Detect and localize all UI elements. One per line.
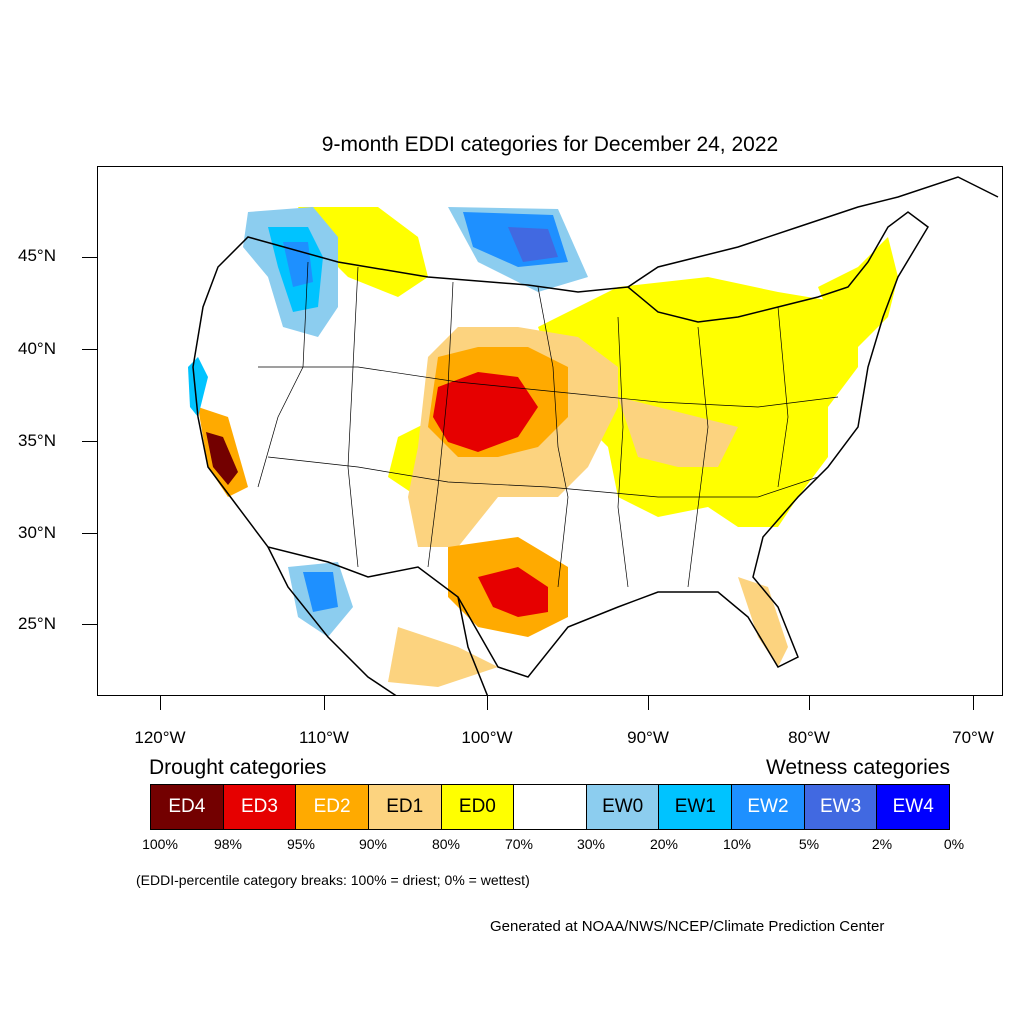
lat-tick <box>82 349 97 350</box>
lon-tick <box>648 696 649 710</box>
drought-categories-heading: Drought categories <box>149 756 327 779</box>
fill-ed1-east <box>618 397 738 467</box>
lon-tick <box>809 696 810 710</box>
lon-label-110: 110°W <box>299 728 349 747</box>
state-lines <box>257 261 839 588</box>
legend-swatch-ed4: ED4 <box>151 785 224 829</box>
wetness-categories-heading: Wetness categories <box>765 756 950 779</box>
canada-border-east <box>627 176 999 288</box>
drought-map <box>97 166 1003 696</box>
fill-ed3-nebraska <box>433 372 538 452</box>
us-outline <box>192 211 929 678</box>
lat-label-25: 25°N <box>18 614 56 633</box>
fill-ew-coast <box>188 357 208 417</box>
fill-ed1-south <box>388 627 498 687</box>
lon-tick <box>973 696 974 710</box>
boundary-lines <box>192 176 999 695</box>
lat-label-45: 45°N <box>18 246 56 265</box>
percentile-label: 20% <box>649 836 679 852</box>
category-legend-bar: ED4 ED3 ED2 ED1 ED0 EW0 EW1 EW2 EW3 EW4 <box>150 784 950 830</box>
map-title: 9-month EDDI categories for December 24,… <box>321 133 779 156</box>
legend-swatch-ew1: EW1 <box>659 785 733 829</box>
percentile-label: 30% <box>576 836 606 852</box>
lat-label-35: 35°N <box>18 431 56 450</box>
lat-tick <box>82 533 97 534</box>
lat-tick <box>82 257 97 258</box>
lon-tick <box>324 696 325 710</box>
percentile-label: 70% <box>504 836 534 852</box>
lon-label-90: 90°W <box>627 728 669 747</box>
percentile-label: 0% <box>943 836 965 852</box>
legend-swatch-ew3: EW3 <box>804 785 878 829</box>
lat-tick <box>82 441 97 442</box>
lon-label-100: 100°W <box>461 728 513 747</box>
lon-label-70: 70°W <box>952 728 994 747</box>
percentile-label: 100% <box>142 836 178 852</box>
lat-label-30: 30°N <box>18 523 56 542</box>
percentile-label: 10% <box>722 836 752 852</box>
percentile-label: 95% <box>286 836 316 852</box>
fill-ed0-east <box>538 277 858 527</box>
percentile-label: 80% <box>431 836 461 852</box>
legend-swatch-ew2: EW2 <box>732 785 805 829</box>
fill-ew3-minn <box>508 227 558 262</box>
lon-label-120: 120°W <box>134 728 186 747</box>
legend-swatch-ew4: EW4 <box>877 785 950 829</box>
fill-ed3-texas <box>478 567 548 617</box>
lon-tick <box>160 696 161 710</box>
percentile-label: 2% <box>871 836 893 852</box>
percentile-label: 98% <box>213 836 243 852</box>
legend-swatch-ew0: EW0 <box>586 785 660 829</box>
fill-ew2-az <box>303 572 338 612</box>
legend-swatch-normal <box>514 785 587 829</box>
fill-ed0-northeast <box>818 237 898 347</box>
percentile-label: 5% <box>798 836 820 852</box>
legend-swatch-ed2: ED2 <box>296 785 369 829</box>
category-breaks-footnote: (EDDI-percentile category breaks: 100% =… <box>136 872 530 888</box>
lat-label-40: 40°N <box>18 339 56 358</box>
legend-swatch-ed1: ED1 <box>368 785 442 829</box>
source-credit: Generated at NOAA/NWS/NCEP/Climate Predi… <box>490 918 885 935</box>
fill-ed0-florida <box>738 577 788 667</box>
mexico-outline <box>267 546 489 695</box>
lat-tick <box>82 624 97 625</box>
map-svg <box>188 176 999 695</box>
percentile-label: 90% <box>358 836 388 852</box>
lon-tick <box>487 696 488 710</box>
lon-label-80: 80°W <box>788 728 830 747</box>
legend-swatch-ed0: ED0 <box>441 785 515 829</box>
fill-ed4-calif <box>206 432 238 485</box>
category-fills <box>188 207 898 687</box>
legend-swatch-ed3: ED3 <box>223 785 297 829</box>
